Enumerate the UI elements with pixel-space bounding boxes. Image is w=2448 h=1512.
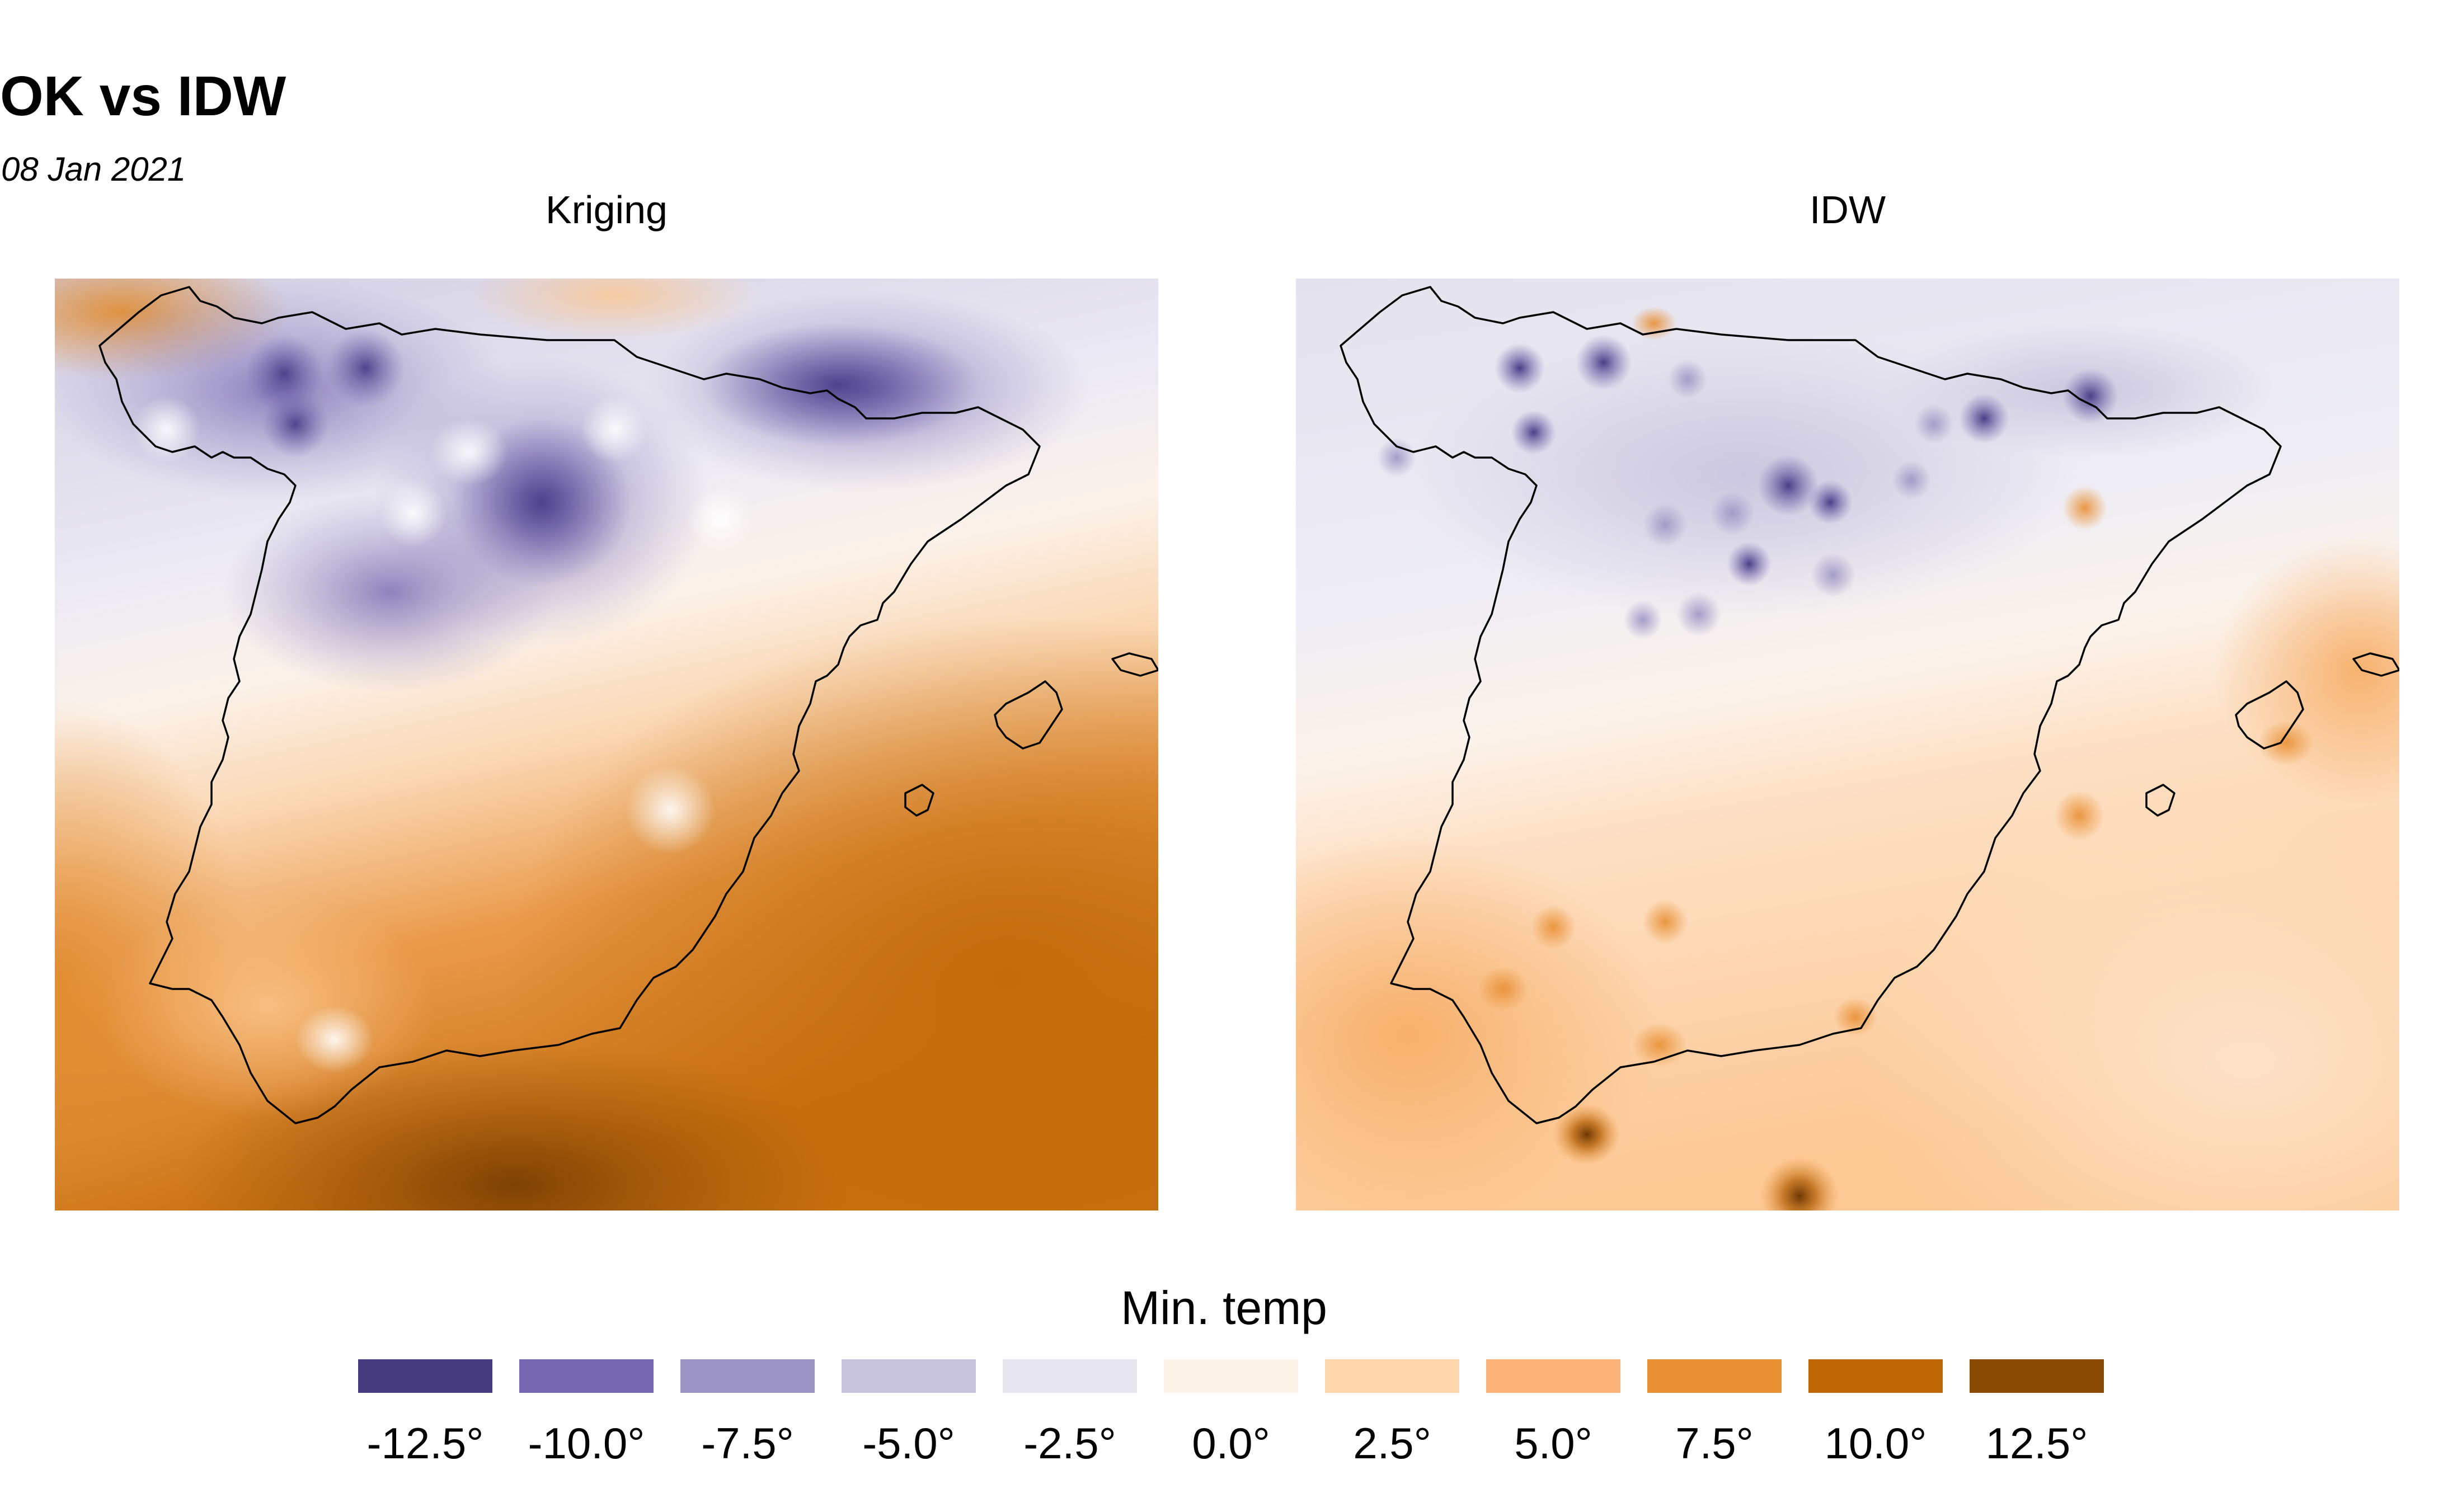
legend-key xyxy=(1164,1359,1298,1393)
legend-key xyxy=(680,1359,815,1393)
legend-key xyxy=(1647,1359,1782,1393)
legend-label: 0.0° xyxy=(1192,1419,1270,1468)
panel-title-kriging: Kriging xyxy=(546,188,668,232)
idw-surface xyxy=(1296,279,2399,1210)
legend: -12.5° -10.0° -7.5° -5.0° -2.5° 0.0° 2.5° 5.0° 7… xyxy=(358,1359,2104,1499)
legend-label: -12.5° xyxy=(367,1419,484,1468)
idw-map xyxy=(1296,279,2399,1210)
legend-key xyxy=(1808,1359,1943,1393)
kriging-map xyxy=(55,279,1158,1210)
chart-title: OK vs IDW xyxy=(0,65,286,128)
legend-label: 12.5° xyxy=(1985,1419,2088,1468)
legend-label: -10.0° xyxy=(528,1419,645,1468)
chart-subtitle: 08 Jan 2021 xyxy=(1,150,186,188)
legend-label: 5.0° xyxy=(1514,1419,1592,1468)
legend-key xyxy=(1486,1359,1620,1393)
legend-title: Min. temp xyxy=(1121,1282,1327,1334)
legend-label: -2.5° xyxy=(1023,1419,1116,1468)
kriging-surface xyxy=(55,279,1158,1210)
legend-label: -5.0° xyxy=(862,1419,955,1468)
legend-label: 2.5° xyxy=(1353,1419,1431,1468)
legend-label: 10.0° xyxy=(1824,1419,1927,1468)
legend-key xyxy=(1325,1359,1459,1393)
legend-key xyxy=(358,1359,492,1393)
legend-key xyxy=(842,1359,976,1393)
legend-label: -7.5° xyxy=(701,1419,794,1468)
legend-key xyxy=(1003,1359,1137,1393)
legend-key xyxy=(1970,1359,2104,1393)
panel-title-idw: IDW xyxy=(1809,188,1886,232)
legend-key xyxy=(519,1359,654,1393)
legend-label: 7.5° xyxy=(1675,1419,1754,1468)
